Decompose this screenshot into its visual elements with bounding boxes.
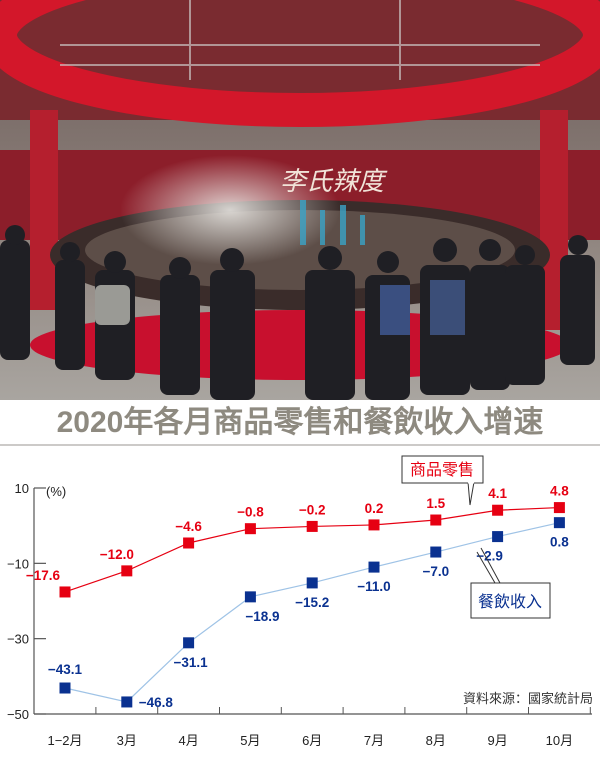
data-label-0: 0.2 xyxy=(365,501,384,516)
data-label-1: −7.0 xyxy=(422,564,449,579)
data-label-1: −31.1 xyxy=(174,655,209,670)
data-point-0 xyxy=(59,586,71,598)
data-label-1: 0.8 xyxy=(550,535,569,550)
data-label-0: 4.1 xyxy=(488,486,507,501)
crowd-silhouettes xyxy=(0,225,595,400)
data-point-1 xyxy=(368,561,380,573)
event-photo: 李氏辣度 xyxy=(0,0,600,400)
legend-callout-catering: 餐飲收入 xyxy=(470,547,551,619)
data-label-1: −43.1 xyxy=(48,662,83,677)
x-tick-label: 9月 xyxy=(487,733,507,748)
data-point-1 xyxy=(553,517,565,529)
x-tick-label: 5月 xyxy=(240,733,260,748)
data-point-1 xyxy=(244,591,256,603)
data-point-1 xyxy=(492,531,504,543)
x-tick-label: 3月 xyxy=(117,733,137,748)
data-point-1 xyxy=(430,546,442,558)
data-point-0 xyxy=(553,502,565,514)
legend-callout-retail: 商品零售 xyxy=(401,455,484,506)
data-point-0 xyxy=(183,537,195,549)
y-tick-label: −50 xyxy=(7,707,29,722)
x-tick-label: 7月 xyxy=(364,733,384,748)
data-label-0: −0.8 xyxy=(237,505,264,520)
photo-banner-text: 李氏辣度 xyxy=(280,167,388,197)
line-chart: (%) 10 −10 −30 −50 1−2月 3月 4月 5月 6月 7月 8月 9月 10月 −4… xyxy=(7,455,593,748)
data-label-0: −12.0 xyxy=(100,547,134,562)
data-label-1: −18.9 xyxy=(245,609,279,624)
y-tick-label: −10 xyxy=(7,556,29,571)
source-note: 資料來源：國家統計局 xyxy=(463,691,593,707)
data-label-0: −0.2 xyxy=(299,502,326,517)
data-label-0: 4.8 xyxy=(550,484,569,499)
data-point-1 xyxy=(183,637,195,649)
y-tick-label: 10 xyxy=(15,481,29,496)
data-point-1 xyxy=(306,577,318,589)
data-label-0: −17.6 xyxy=(26,568,61,583)
data-point-0 xyxy=(368,519,380,531)
data-point-0 xyxy=(244,523,256,535)
data-point-0 xyxy=(121,565,133,577)
data-point-0 xyxy=(430,514,442,526)
data-label-1: −11.0 xyxy=(357,579,390,594)
x-tick-label: 10月 xyxy=(546,733,573,748)
chart-title: 2020年各月商品零售和餐飲收入增速 xyxy=(57,405,544,439)
x-tick-label: 8月 xyxy=(426,733,446,748)
data-point-0 xyxy=(492,504,504,516)
data-label-1: −15.2 xyxy=(295,595,329,610)
y-tick-label: −30 xyxy=(7,632,29,647)
data-label-1: −2.9 xyxy=(476,549,503,564)
x-tick-label: 6月 xyxy=(302,733,322,748)
legend-label-catering: 餐飲收入 xyxy=(478,593,542,611)
y-axis-unit: (%) xyxy=(46,484,66,499)
data-point-1 xyxy=(121,696,133,708)
x-tick-label: 4月 xyxy=(178,733,198,748)
data-point-1 xyxy=(59,682,71,694)
data-label-1: −46.8 xyxy=(139,695,174,710)
data-label-0: −4.6 xyxy=(175,519,202,534)
data-label-0: 1.5 xyxy=(426,496,445,511)
data-point-0 xyxy=(306,520,318,532)
x-tick-label: 1−2月 xyxy=(47,733,82,748)
legend-label-retail: 商品零售 xyxy=(410,461,474,479)
